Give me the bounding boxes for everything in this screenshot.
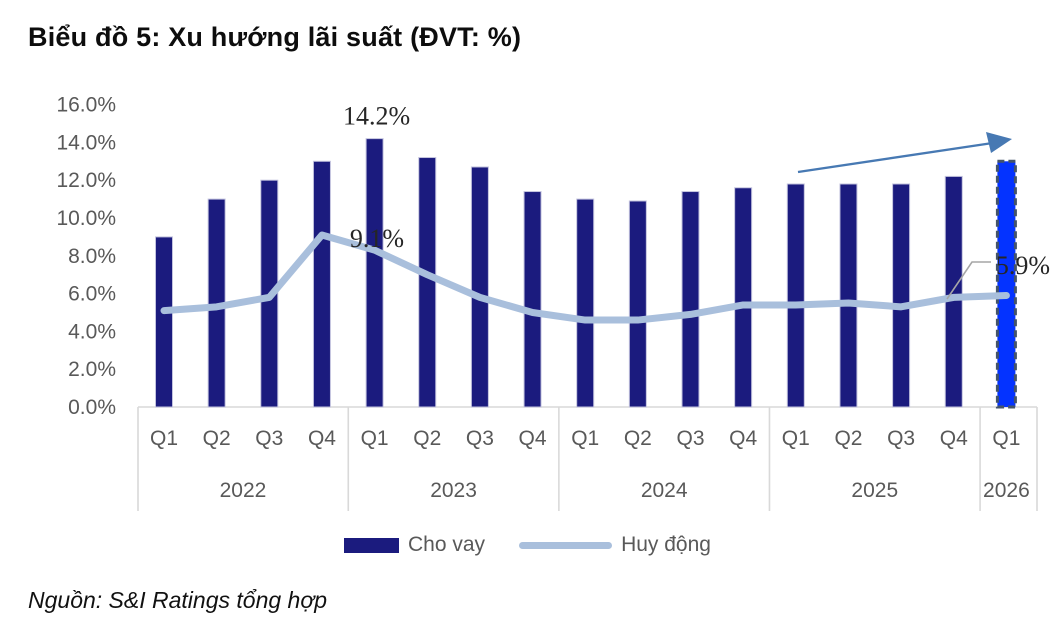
legend-label-cho-vay: Cho vay	[408, 533, 486, 556]
y-tick-label: 14.0%	[56, 131, 116, 154]
x-tick-label: Q2	[413, 427, 441, 450]
annotation-line-end: 5.9%	[996, 251, 1050, 280]
chart-legend: Cho vay Huy động	[0, 531, 1055, 559]
x-tick-label: Q4	[729, 427, 757, 450]
bar-cho-vay	[155, 236, 173, 408]
legend-item-cho-vay: Cho vay	[344, 533, 485, 557]
interest-rate-chart: 0.0% 2.0% 4.0% 6.0% 8.0% 10.0% 12.0% 14.0% 16.0%…	[56, 94, 1050, 511]
x-tick-label: Q4	[519, 427, 547, 450]
bar-cho-vay	[523, 191, 542, 408]
x-tick-label: Q1	[150, 427, 178, 450]
source-note: Nguồn: S&I Ratings tổng hợp	[28, 587, 328, 613]
trend-arrow-head-icon	[986, 132, 1012, 153]
x-tick-label: Q3	[676, 427, 704, 450]
bar-cho-vay	[312, 160, 331, 408]
bar-cho-vay	[944, 175, 963, 408]
huy-dong-line-swatch-icon	[519, 541, 613, 549]
y-tick-label: 8.0%	[68, 245, 116, 268]
bar-cho-vay	[418, 157, 437, 408]
trend-arrow	[797, 141, 997, 174]
annotation-bar-peak: 14.2%	[343, 102, 410, 131]
y-tick-label: 2.0%	[68, 358, 116, 381]
x-tick-label: Q1	[782, 427, 810, 450]
bar-cho-vay	[470, 166, 489, 408]
year-label: 2024	[641, 479, 688, 502]
line-huy-dong	[160, 231, 1010, 324]
y-tick-label: 16.0%	[56, 94, 116, 117]
bar-cho-vay	[576, 198, 595, 408]
y-tick-label: 12.0%	[56, 169, 116, 192]
bar-cho-vay-forecast	[995, 159, 1017, 409]
annotation-leader-line	[946, 261, 991, 300]
legend-label-huy-dong: Huy động	[621, 533, 711, 556]
x-tick-label: Q1	[992, 427, 1020, 450]
year-label: 2026	[983, 479, 1030, 502]
x-tick-label: Q3	[255, 427, 283, 450]
x-tick-label: Q4	[940, 427, 968, 450]
chart-title: Biểu đồ 5: Xu hướng lãi suất (ĐVT: %)	[28, 22, 522, 52]
bar-cho-vay	[839, 183, 858, 408]
bar-cho-vay	[628, 200, 647, 408]
bar-cho-vay	[892, 183, 911, 408]
x-tick-label: Q3	[887, 427, 915, 450]
x-tick-label: Q4	[308, 427, 336, 450]
y-tick-label: 0.0%	[68, 396, 116, 419]
bar-cho-vay	[365, 138, 384, 408]
y-tick-label: 4.0%	[68, 320, 116, 343]
year-label: 2022	[220, 479, 267, 502]
cho-vay-bar-swatch-icon	[344, 537, 400, 553]
bar-cho-vay	[786, 183, 805, 408]
y-tick-label: 10.0%	[56, 207, 116, 230]
x-tick-label: Q1	[571, 427, 599, 450]
year-label: 2023	[430, 479, 477, 502]
annotation-line-peak: 9.1%	[350, 224, 404, 253]
bar-cho-vay	[681, 191, 700, 408]
x-tick-label: Q1	[361, 427, 389, 450]
x-tick-label: Q3	[466, 427, 494, 450]
x-tick-label: Q2	[624, 427, 652, 450]
x-tick-label: Q2	[834, 427, 862, 450]
year-label: 2025	[851, 479, 898, 502]
y-tick-label: 6.0%	[68, 283, 116, 306]
bar-cho-vay	[734, 187, 753, 408]
x-tick-label: Q2	[203, 427, 231, 450]
legend-item-huy-dong: Huy động	[519, 533, 711, 557]
